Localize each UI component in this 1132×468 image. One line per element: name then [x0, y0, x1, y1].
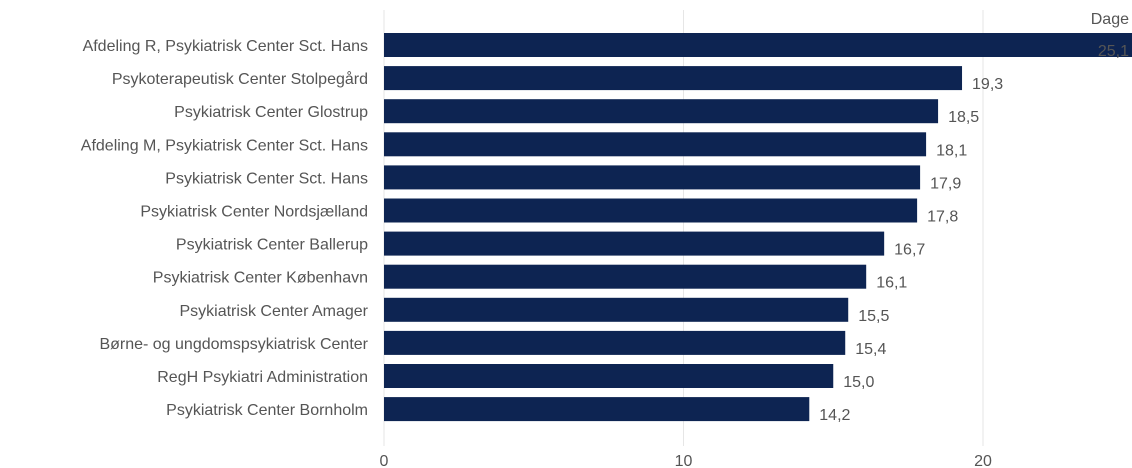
bar — [384, 132, 927, 157]
category-label: Psykoterapeutisk Center Stolpegård — [112, 70, 368, 88]
category-label: Psykiatrisk Center København — [153, 270, 368, 287]
value-label: 25,1 — [1098, 43, 1129, 60]
bar — [384, 66, 963, 91]
bar — [384, 99, 939, 124]
bar — [384, 330, 846, 355]
value-label: 15,0 — [843, 374, 874, 391]
value-label: 15,5 — [858, 308, 889, 325]
category-label: Afdeling M, Psykiatrisk Center Sct. Hans — [81, 137, 368, 154]
bar — [384, 264, 867, 289]
value-label: 15,4 — [855, 341, 886, 358]
unit-label: Dage — [1091, 11, 1129, 28]
x-axis-ticks: 0 10 20 — [380, 453, 992, 468]
value-label: 18,5 — [948, 109, 979, 126]
value-label: 16,7 — [894, 242, 925, 259]
value-label: 16,1 — [876, 275, 907, 292]
category-label: Afdeling R, Psykiatrisk Center Sct. Hans — [83, 38, 368, 55]
bar — [384, 198, 918, 223]
x-tick-label: 10 — [675, 453, 693, 468]
bar — [384, 33, 1132, 57]
bars — [384, 33, 1132, 422]
value-label: 19,3 — [972, 76, 1003, 93]
bar — [384, 165, 921, 190]
value-label: 18,1 — [936, 142, 967, 159]
category-labels: Afdeling R, Psykiatrisk Center Sct. Hans… — [81, 38, 369, 419]
x-tick-label: 0 — [380, 453, 389, 468]
value-label: 17,9 — [930, 175, 961, 192]
value-label: 14,2 — [819, 407, 850, 424]
category-label: Børne- og ungdomspsykiatrisk Center — [99, 336, 368, 353]
value-labels: 25,1 19,3 18,5 18,1 17,9 17,816,7 16,1 15,5 15,4… — [819, 43, 1129, 424]
category-label: Psykiatrisk Center Glostrup — [174, 104, 368, 121]
category-label: Psykiatrisk Center Nordsjælland — [140, 204, 368, 221]
x-tick-label: 20 — [974, 453, 992, 468]
category-label: Psykiatrisk Center Sct. Hans — [165, 170, 368, 187]
bar — [384, 364, 834, 388]
category-label: Psykiatrisk Center Amager — [179, 303, 368, 320]
category-label: Psykiatrisk Center Ballerup — [176, 237, 368, 254]
value-label: 17,8 — [927, 209, 958, 226]
bar — [384, 397, 810, 422]
bar — [384, 297, 849, 322]
category-label: Psykiatrisk Center Bornholm — [166, 402, 368, 419]
category-label: RegH Psykiatri Administration — [157, 369, 368, 386]
bar — [384, 231, 885, 256]
